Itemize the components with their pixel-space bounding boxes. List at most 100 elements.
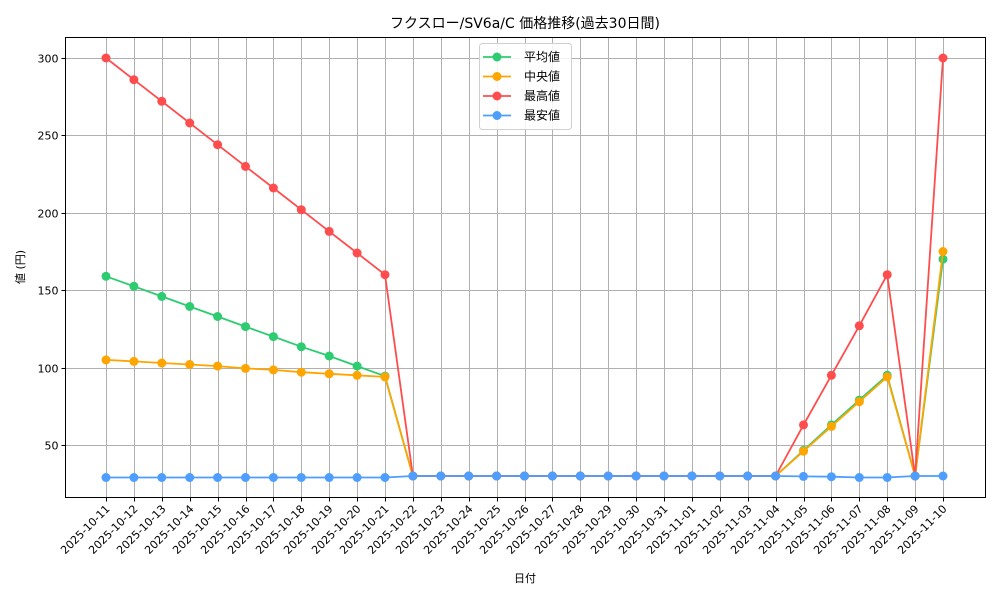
legend-item: 平均値	[483, 49, 560, 64]
data-point	[631, 471, 641, 481]
data-point	[352, 370, 362, 380]
data-point	[659, 471, 669, 481]
data-point	[241, 161, 250, 171]
legend-box	[479, 43, 572, 130]
data-point	[575, 471, 585, 481]
data-point	[882, 270, 892, 280]
data-point	[352, 248, 362, 258]
data-point	[129, 473, 139, 482]
data-point	[185, 118, 195, 128]
data-point	[492, 471, 502, 481]
data-point	[268, 473, 278, 482]
y-tick-label: 200	[38, 208, 59, 221]
data-point	[129, 281, 139, 291]
data-point	[213, 473, 223, 482]
y-tick-label: 100	[38, 363, 59, 376]
data-point	[241, 322, 250, 332]
data-point	[213, 140, 223, 150]
legend-marker-icon	[492, 52, 502, 62]
data-point	[268, 183, 278, 193]
data-point	[352, 473, 362, 482]
data-point	[129, 75, 139, 85]
chart-title: フクスロー/SV6a/C 価格推移(過去30日間)	[390, 16, 660, 32]
data-point	[547, 471, 557, 481]
series-line	[105, 251, 944, 477]
legend-label: 最安値	[524, 108, 560, 123]
data-point	[324, 369, 334, 379]
data-point	[296, 367, 306, 377]
data-point	[687, 471, 697, 481]
legend-item: 最安値	[483, 108, 560, 123]
data-point	[241, 473, 250, 482]
data-point	[157, 473, 167, 482]
data-point	[854, 397, 864, 407]
legend-label: 最高値	[524, 88, 560, 103]
data-point	[185, 302, 195, 311]
data-point	[938, 254, 948, 264]
data-point	[241, 363, 250, 373]
x-axis-label: 日付	[514, 572, 536, 585]
data-point	[157, 358, 167, 368]
series-最安値	[101, 471, 948, 482]
legend-label: 平均値	[524, 49, 560, 64]
data-point	[938, 53, 948, 63]
data-point	[938, 471, 948, 481]
data-point	[296, 473, 306, 482]
data-point	[715, 471, 725, 481]
data-point	[380, 270, 390, 280]
y-axis-ticks: 50 100 150 200 250 300	[38, 53, 66, 453]
legend-marker-icon	[492, 72, 502, 81]
data-point	[910, 471, 920, 481]
grid-lines	[65, 37, 986, 498]
x-axis-ticks: 2025-10-112025-10-122025-10-132025-10-14…	[58, 497, 950, 557]
data-point	[185, 360, 195, 369]
y-axis-label: 値 (円)	[14, 250, 27, 284]
data-point	[380, 473, 390, 482]
data-point	[101, 271, 111, 281]
data-point	[185, 473, 195, 482]
data-point	[324, 351, 334, 361]
legend-item: 最高値	[483, 88, 560, 103]
data-point	[771, 471, 781, 481]
data-point	[213, 361, 223, 371]
data-point	[520, 471, 529, 481]
data-point	[826, 472, 836, 482]
data-point	[882, 473, 892, 482]
data-point	[408, 471, 418, 481]
legend-label: 中央値	[524, 69, 560, 84]
data-point	[464, 471, 474, 481]
data-point	[882, 372, 892, 382]
data-point	[157, 291, 167, 301]
legend-item: 中央値	[483, 69, 560, 84]
legend-marker-icon	[492, 91, 502, 101]
data-point	[296, 342, 306, 352]
data-point	[826, 421, 836, 431]
data-point	[436, 471, 446, 481]
data-point	[826, 370, 836, 380]
data-point	[101, 473, 111, 482]
data-point	[324, 473, 334, 482]
data-point	[296, 205, 306, 215]
data-point	[854, 473, 864, 482]
data-point	[213, 312, 223, 321]
data-point	[743, 471, 753, 481]
data-point	[352, 361, 362, 371]
data-point	[101, 355, 111, 365]
data-point	[799, 420, 808, 430]
data-point	[129, 356, 139, 366]
data-point	[854, 321, 864, 331]
y-tick-label: 150	[38, 285, 59, 298]
data-point	[268, 332, 278, 342]
y-tick-label: 250	[38, 130, 59, 143]
data-point	[603, 471, 613, 481]
data-point	[268, 365, 278, 375]
data-point	[324, 226, 334, 236]
data-point	[101, 53, 111, 63]
data-point	[157, 96, 167, 106]
series-layer	[101, 53, 948, 482]
data-point	[799, 471, 808, 481]
y-tick-label: 50	[45, 440, 59, 453]
